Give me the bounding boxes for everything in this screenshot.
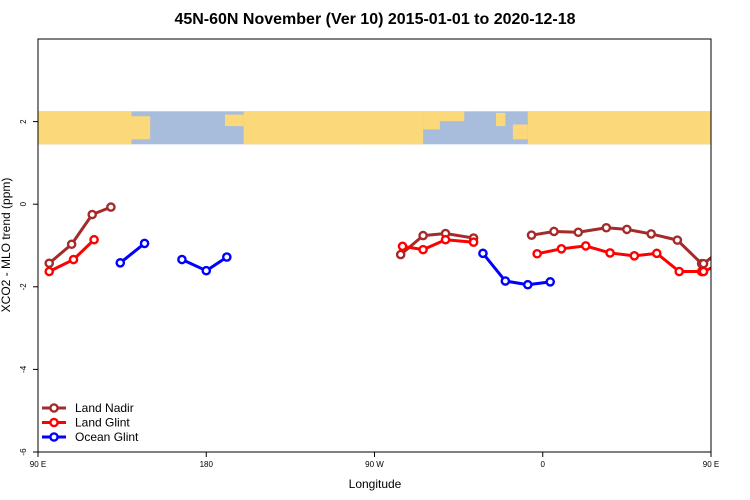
data-point (66, 239, 77, 250)
series-layer (44, 202, 750, 290)
data-point (395, 249, 406, 260)
data-point (222, 252, 232, 262)
legend-label: Ocean Glint (75, 430, 139, 444)
y-axis-label: XCO2 - MLO trend (ppm) (0, 178, 13, 313)
legend-label: Land Glint (75, 416, 130, 430)
map-land-patch (527, 111, 711, 145)
data-point (478, 248, 488, 259)
map-land-patch (359, 134, 403, 145)
data-point (177, 254, 187, 265)
chart-title: 45N-60N November (Ver 10) 2015-01-01 to … (174, 11, 575, 28)
x-tick-label: 180 (200, 460, 214, 469)
series-line (399, 232, 474, 256)
x-tick-label: 0 (541, 460, 546, 469)
map-land (38, 111, 750, 145)
data-point (87, 209, 98, 220)
plot-frame (37, 38, 712, 453)
series-line (402, 238, 474, 252)
data-point (418, 230, 428, 241)
data-point (573, 227, 584, 238)
data-point (44, 266, 55, 277)
y-tick-label: -6 (19, 448, 28, 456)
data-point (545, 277, 556, 287)
data-point (115, 258, 126, 268)
legend-marker (49, 417, 59, 428)
data-point (68, 254, 79, 265)
data-point (468, 237, 479, 247)
map-land-patch (434, 111, 465, 122)
data-point (672, 235, 683, 245)
legend-marker (49, 432, 59, 442)
y-tick-label: 2 (19, 119, 28, 124)
data-point (526, 230, 537, 240)
legend-item: Land Glint (42, 416, 130, 430)
map-land-patch (512, 124, 528, 140)
world-map-strip (38, 111, 750, 145)
legend-label: Land Nadir (75, 401, 134, 415)
map-land-patch (38, 111, 132, 145)
data-point (651, 248, 662, 259)
data-point (549, 226, 559, 237)
data-point (622, 224, 632, 235)
x-axis: 90 E 180 90 W 0 90 E (30, 452, 719, 469)
map-land-patch (496, 112, 506, 127)
x-tick-label: 90 E (703, 460, 719, 469)
series-line (119, 242, 146, 265)
y-tick-label: 0 (19, 201, 28, 206)
data-point (440, 234, 451, 245)
data-point (201, 265, 212, 276)
y-axis: -6 -4 -2 0 2 (19, 119, 38, 456)
data-point (726, 256, 733, 263)
map-land-patch (711, 111, 750, 144)
series-ocean-glint (115, 238, 556, 290)
legend-item: Land Nadir (42, 401, 134, 415)
data-point (580, 241, 591, 251)
data-point (605, 248, 615, 258)
legend-item: Ocean Glint (42, 430, 139, 444)
x-tick-label: 90 E (30, 460, 46, 469)
data-point (629, 251, 640, 261)
data-point (500, 276, 511, 286)
data-point (745, 236, 750, 243)
legend-marker (49, 403, 59, 413)
data-point (601, 222, 612, 233)
map-land-patch (131, 116, 151, 140)
data-point (522, 279, 533, 290)
data-point (674, 266, 685, 277)
series-line (702, 255, 711, 265)
data-point (745, 211, 750, 218)
data-point (646, 229, 656, 239)
series-line (481, 252, 551, 287)
y-tick-label: -4 (19, 365, 28, 373)
data-point (89, 234, 99, 245)
data-point (556, 244, 567, 254)
x-axis-label: Longitude (349, 477, 402, 491)
data-point (698, 266, 709, 277)
series-land-glint (44, 234, 750, 277)
series-land-nadir (44, 202, 750, 269)
x-tick-label: 90 W (365, 460, 384, 469)
map-land-patch (224, 114, 244, 127)
data-point (44, 258, 55, 269)
y-tick-label: -2 (19, 283, 28, 291)
series-line (702, 266, 711, 273)
data-point (106, 202, 116, 212)
series-line (48, 205, 112, 265)
data-point (724, 241, 731, 248)
data-point (418, 244, 428, 255)
data-point (139, 238, 150, 249)
data-point (397, 241, 408, 252)
data-point (698, 258, 709, 269)
data-point (532, 248, 542, 259)
